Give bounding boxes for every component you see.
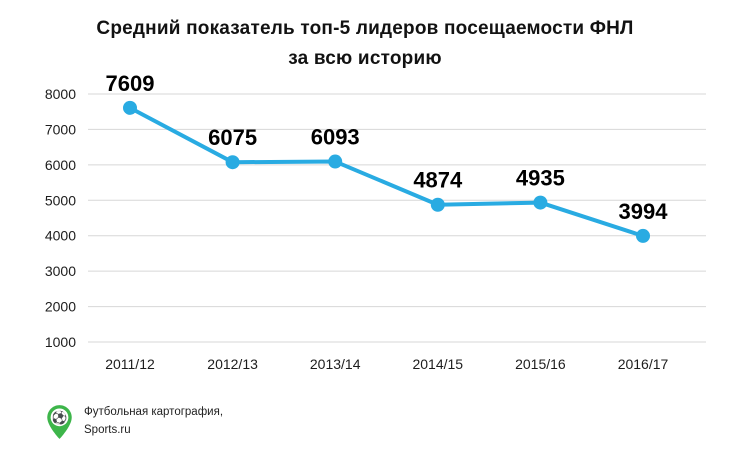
x-tick-label: 2013/14 xyxy=(310,356,361,372)
y-tick-label: 3000 xyxy=(45,263,76,279)
x-tick-label: 2012/13 xyxy=(207,356,258,372)
chart-title: Средний показатель топ-5 лидеров посещае… xyxy=(0,14,730,75)
data-point xyxy=(123,100,137,115)
data-point xyxy=(430,197,445,212)
trend-line xyxy=(128,105,645,238)
y-tick-label: 6000 xyxy=(45,157,76,173)
y-tick-label: 7000 xyxy=(45,121,76,137)
credit-line2[interactable]: Sports.ru xyxy=(84,424,131,436)
soccer-ball-icon: ⚽ xyxy=(51,410,68,425)
y-tick-label: 2000 xyxy=(45,299,76,315)
data-point xyxy=(328,154,343,169)
data-point xyxy=(533,195,548,210)
pin-inner-circle xyxy=(50,408,69,427)
y-tick-label: 8000 xyxy=(45,86,76,102)
data-label: 6075 xyxy=(208,125,257,150)
credit-footer: ⚽ Футбольная картография, Sports.ru xyxy=(46,404,223,440)
chart-title-line2: за всю историю xyxy=(288,48,442,70)
map-pin-soccer-icon: ⚽ xyxy=(47,405,72,439)
line-chart: 8000 7000 6000 5000 4000 3000 2000 1000 2011/12 2… xyxy=(0,71,730,392)
x-tick-label: 2015/16 xyxy=(515,356,566,372)
y-tick-label: 4000 xyxy=(45,228,76,244)
credit-line1: Футбольная картография, xyxy=(84,406,224,419)
line-chart-canvas: 8000 7000 6000 5000 4000 3000 2000 1000 2011/12 2… xyxy=(45,71,706,372)
credit-text: Футбольная картография, Sports.ru xyxy=(84,404,223,440)
x-tick-label: 2011/12 xyxy=(105,356,155,372)
data-label: 7609 xyxy=(106,72,155,96)
data-point xyxy=(225,155,240,170)
data-label: 6093 xyxy=(311,125,360,150)
chart-title-line1: Средний показатель топ-5 лидеров посещае… xyxy=(96,18,634,39)
data-label: 3994 xyxy=(619,199,669,224)
x-tick-label: 2014/15 xyxy=(412,356,463,372)
data-label: 4935 xyxy=(516,166,565,191)
y-tick-label: 1000 xyxy=(45,334,76,350)
data-point xyxy=(636,228,650,243)
x-tick-label: 2016/17 xyxy=(618,356,669,372)
y-tick-label: 5000 xyxy=(45,192,76,208)
data-label: 4874 xyxy=(413,168,463,193)
